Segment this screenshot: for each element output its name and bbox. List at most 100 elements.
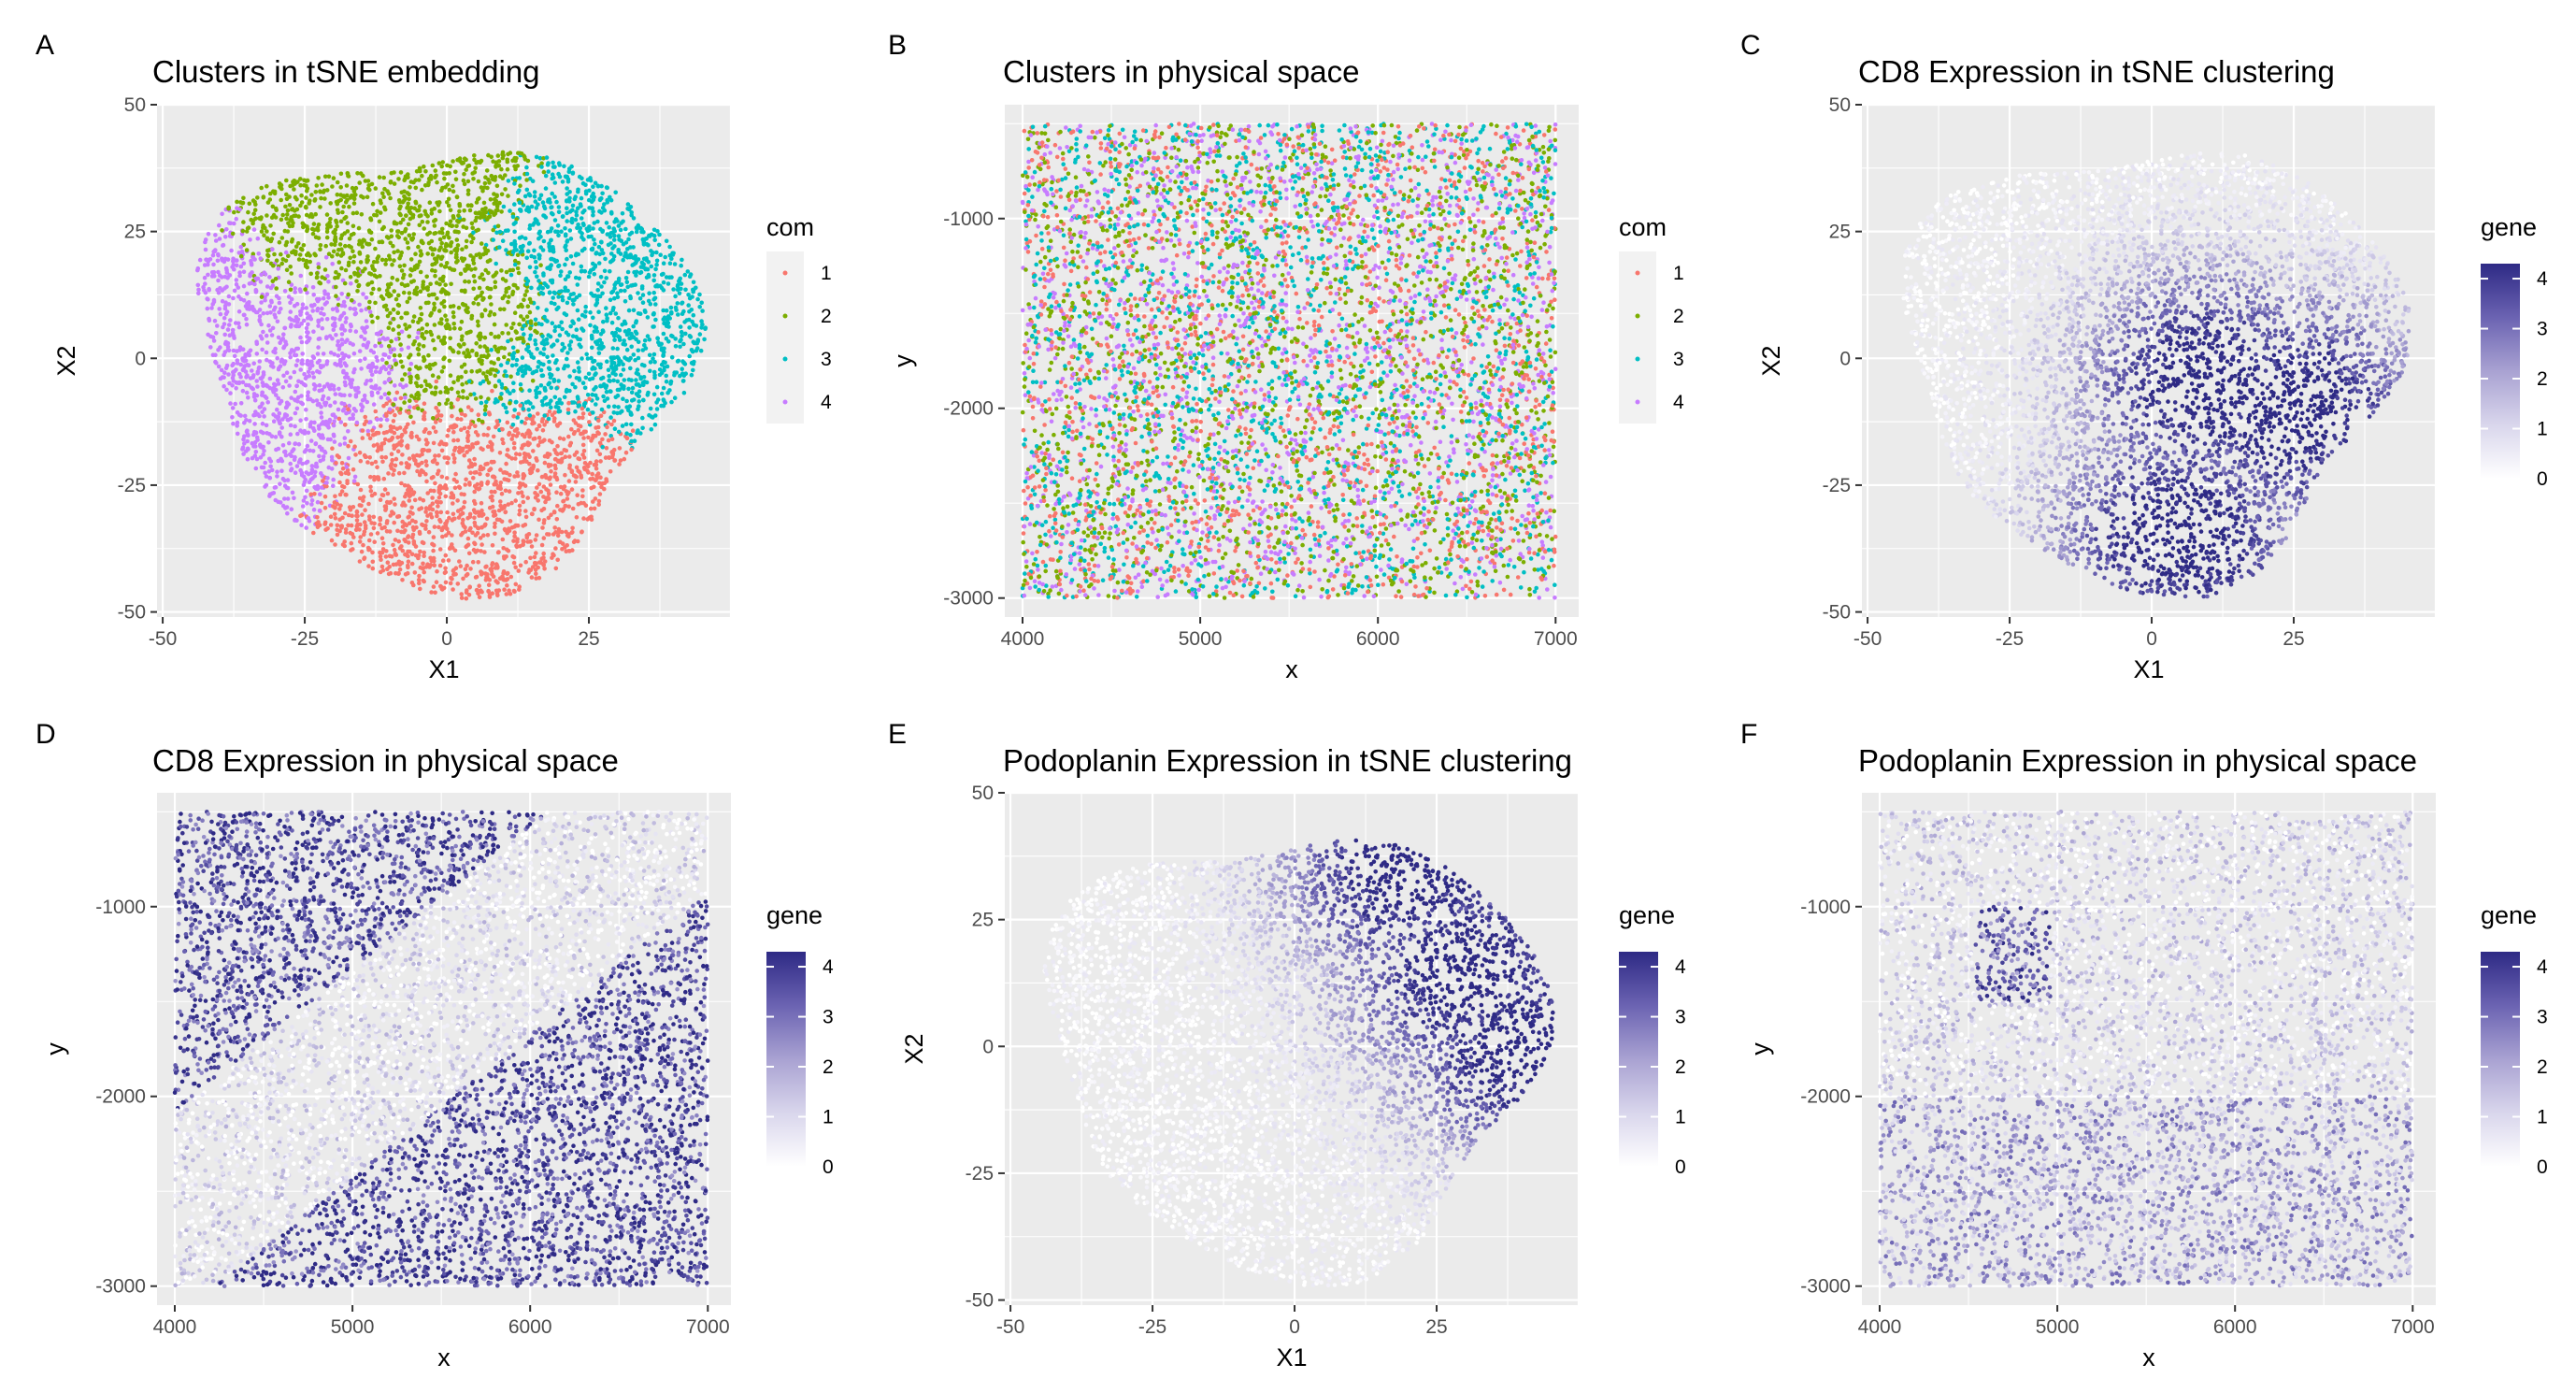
data-point: [669, 354, 675, 360]
data-point: [229, 248, 234, 253]
data-point: [543, 473, 548, 478]
data-point: [451, 349, 456, 354]
data-point: [563, 503, 567, 509]
data-point: [259, 185, 265, 191]
data-point: [611, 334, 617, 338]
data-point: [435, 180, 439, 185]
data-point: [392, 430, 397, 436]
data-point: [613, 364, 619, 369]
data-point: [234, 386, 238, 391]
data-point: [506, 299, 510, 305]
data-point: [641, 230, 646, 235]
data-point: [443, 482, 448, 488]
data-point: [494, 261, 498, 266]
data-point: [657, 367, 663, 372]
data-point: [304, 183, 308, 189]
data-point: [407, 291, 412, 295]
data-point: [532, 248, 537, 253]
data-point: [301, 243, 307, 248]
data-point: [444, 318, 450, 323]
data-point: [451, 587, 455, 592]
data-point: [369, 372, 375, 378]
data-point: [444, 476, 450, 481]
data-point: [493, 280, 498, 285]
data-point: [579, 475, 584, 480]
data-point: [309, 502, 314, 507]
data-point: [451, 459, 457, 465]
data-point: [360, 268, 365, 274]
data-point: [379, 564, 385, 569]
data-point: [365, 194, 370, 200]
data-point: [417, 178, 422, 182]
data-point: [483, 267, 488, 273]
data-point: [288, 461, 293, 467]
data-point: [465, 571, 470, 577]
data-point: [317, 370, 322, 375]
data-point: [494, 424, 498, 430]
data-point: [512, 408, 517, 412]
data-point: [456, 515, 462, 520]
data-point: [641, 397, 646, 403]
data-point: [374, 275, 379, 280]
data-point: [577, 469, 582, 475]
data-point: [375, 531, 380, 536]
data-point: [539, 508, 544, 513]
data-point: [419, 383, 424, 389]
data-point: [385, 491, 391, 496]
data-point: [540, 428, 546, 433]
data-point: [220, 256, 224, 262]
data-point: [501, 571, 506, 576]
data-point: [573, 275, 579, 280]
data-point: [538, 383, 544, 388]
data-point: [375, 448, 380, 453]
data-point: [546, 381, 551, 387]
data-point: [455, 498, 460, 503]
data-point: [495, 223, 501, 229]
data-point: [579, 264, 584, 269]
data-point: [680, 379, 686, 383]
data-point: [473, 524, 478, 528]
data-point: [418, 586, 422, 592]
data-point: [268, 238, 274, 244]
data-point: [520, 355, 525, 360]
data-point: [384, 430, 390, 435]
data-point: [641, 382, 646, 388]
data-point: [678, 373, 682, 379]
data-point: [452, 485, 458, 491]
data-point: [521, 481, 525, 487]
data-point: [454, 237, 460, 242]
data-point: [362, 555, 367, 560]
data-point: [384, 235, 390, 239]
data-point: [388, 321, 393, 325]
data-point: [634, 370, 639, 376]
data-point: [583, 182, 588, 187]
data-point: [267, 304, 273, 309]
data-point: [348, 438, 353, 444]
data-point: [267, 275, 272, 280]
data-point: [384, 308, 390, 312]
data-point: [256, 366, 262, 371]
data-point: [546, 169, 551, 174]
data-point: [407, 498, 412, 503]
data-point: [583, 304, 588, 309]
data-point: [336, 353, 341, 358]
data-point: [464, 238, 469, 244]
data-point: [513, 498, 518, 503]
data-point: [225, 327, 231, 332]
data-point: [392, 547, 397, 553]
data-point: [384, 411, 389, 417]
data-point: [240, 200, 246, 206]
data-point: [630, 428, 636, 434]
data-point: [421, 344, 426, 349]
data-point: [304, 339, 309, 345]
data-point: [462, 171, 466, 177]
data-point: [470, 348, 475, 353]
data-point: [422, 579, 427, 584]
data-point: [462, 181, 467, 187]
data-point: [436, 375, 441, 380]
data-point: [350, 378, 355, 382]
data-point: [404, 383, 408, 388]
data-point: [294, 323, 300, 329]
data-point: [640, 293, 646, 297]
y-tick-label: 25: [124, 222, 146, 243]
